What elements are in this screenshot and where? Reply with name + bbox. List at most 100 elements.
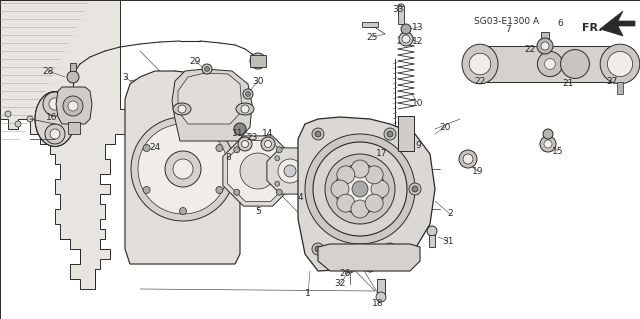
Polygon shape [172, 69, 252, 141]
Text: 3: 3 [122, 72, 128, 81]
Circle shape [607, 51, 632, 77]
Circle shape [300, 156, 305, 161]
Circle shape [345, 174, 375, 204]
Circle shape [365, 262, 375, 272]
Circle shape [541, 42, 549, 50]
Circle shape [216, 145, 223, 152]
Text: 26: 26 [339, 270, 351, 278]
Text: 15: 15 [552, 146, 564, 155]
Circle shape [276, 147, 282, 153]
Circle shape [335, 164, 385, 214]
Text: 27: 27 [606, 77, 618, 85]
Polygon shape [178, 73, 242, 124]
Text: 20: 20 [439, 122, 451, 131]
Text: 8: 8 [225, 152, 231, 161]
Text: 5: 5 [255, 206, 261, 216]
Circle shape [216, 187, 223, 194]
Text: 22: 22 [474, 77, 486, 85]
Polygon shape [56, 87, 92, 124]
Circle shape [250, 53, 266, 69]
Text: 16: 16 [46, 113, 58, 122]
Circle shape [348, 267, 352, 271]
Circle shape [387, 131, 393, 137]
Circle shape [371, 180, 389, 198]
Circle shape [238, 137, 252, 151]
Circle shape [143, 187, 150, 194]
Circle shape [401, 24, 411, 34]
Polygon shape [223, 136, 293, 206]
Circle shape [261, 137, 275, 151]
Circle shape [63, 96, 83, 116]
Text: 28: 28 [42, 66, 54, 76]
Circle shape [543, 129, 553, 139]
Circle shape [131, 117, 235, 221]
Polygon shape [0, 0, 130, 289]
Circle shape [234, 123, 246, 135]
Circle shape [351, 200, 369, 218]
Circle shape [367, 264, 372, 270]
Text: 11: 11 [232, 130, 244, 138]
Ellipse shape [236, 103, 254, 115]
Bar [617, 82, 623, 94]
Circle shape [49, 98, 61, 110]
Bar [398, 6, 404, 24]
Text: 6: 6 [557, 19, 563, 28]
Circle shape [27, 116, 33, 122]
Circle shape [384, 243, 396, 255]
Bar [362, 22, 378, 27]
Text: 9: 9 [415, 142, 421, 151]
Polygon shape [298, 117, 435, 271]
Circle shape [43, 92, 67, 116]
Circle shape [337, 194, 355, 212]
Circle shape [337, 166, 355, 184]
Circle shape [284, 165, 296, 177]
Circle shape [179, 123, 186, 130]
Polygon shape [600, 11, 635, 36]
Text: 4: 4 [297, 192, 303, 202]
Ellipse shape [173, 103, 191, 115]
Circle shape [275, 181, 280, 186]
Text: SG03-E1300 A: SG03-E1300 A [474, 17, 540, 26]
Text: 21: 21 [563, 79, 573, 88]
Polygon shape [318, 244, 420, 271]
Circle shape [402, 35, 410, 43]
Circle shape [545, 59, 556, 70]
Circle shape [412, 186, 418, 192]
Circle shape [275, 156, 280, 161]
Circle shape [179, 207, 186, 214]
Circle shape [276, 189, 282, 195]
Circle shape [264, 140, 271, 147]
Ellipse shape [600, 44, 640, 84]
Circle shape [67, 71, 79, 83]
Polygon shape [227, 140, 289, 202]
Text: 25: 25 [366, 33, 378, 41]
Circle shape [365, 166, 383, 184]
Text: FR.: FR. [582, 23, 602, 33]
Text: 13: 13 [412, 23, 424, 32]
Circle shape [399, 32, 413, 46]
Circle shape [234, 189, 240, 195]
Bar [70, 63, 76, 71]
Circle shape [365, 194, 383, 212]
Circle shape [315, 131, 321, 137]
Polygon shape [125, 71, 240, 264]
Text: 7: 7 [505, 25, 511, 33]
Circle shape [544, 140, 552, 148]
Circle shape [376, 292, 386, 302]
Circle shape [537, 38, 553, 54]
Circle shape [469, 53, 491, 75]
Text: 24: 24 [149, 143, 161, 152]
Circle shape [246, 92, 250, 97]
Circle shape [561, 49, 589, 78]
Circle shape [202, 64, 212, 74]
Ellipse shape [35, 92, 75, 146]
Text: 2: 2 [447, 210, 453, 219]
Text: 33: 33 [392, 4, 404, 13]
Circle shape [178, 105, 186, 113]
Circle shape [45, 124, 65, 144]
Text: 30: 30 [252, 77, 264, 85]
Circle shape [313, 142, 407, 236]
Text: 19: 19 [472, 167, 484, 175]
Circle shape [540, 136, 556, 152]
Bar [480, 46, 620, 82]
